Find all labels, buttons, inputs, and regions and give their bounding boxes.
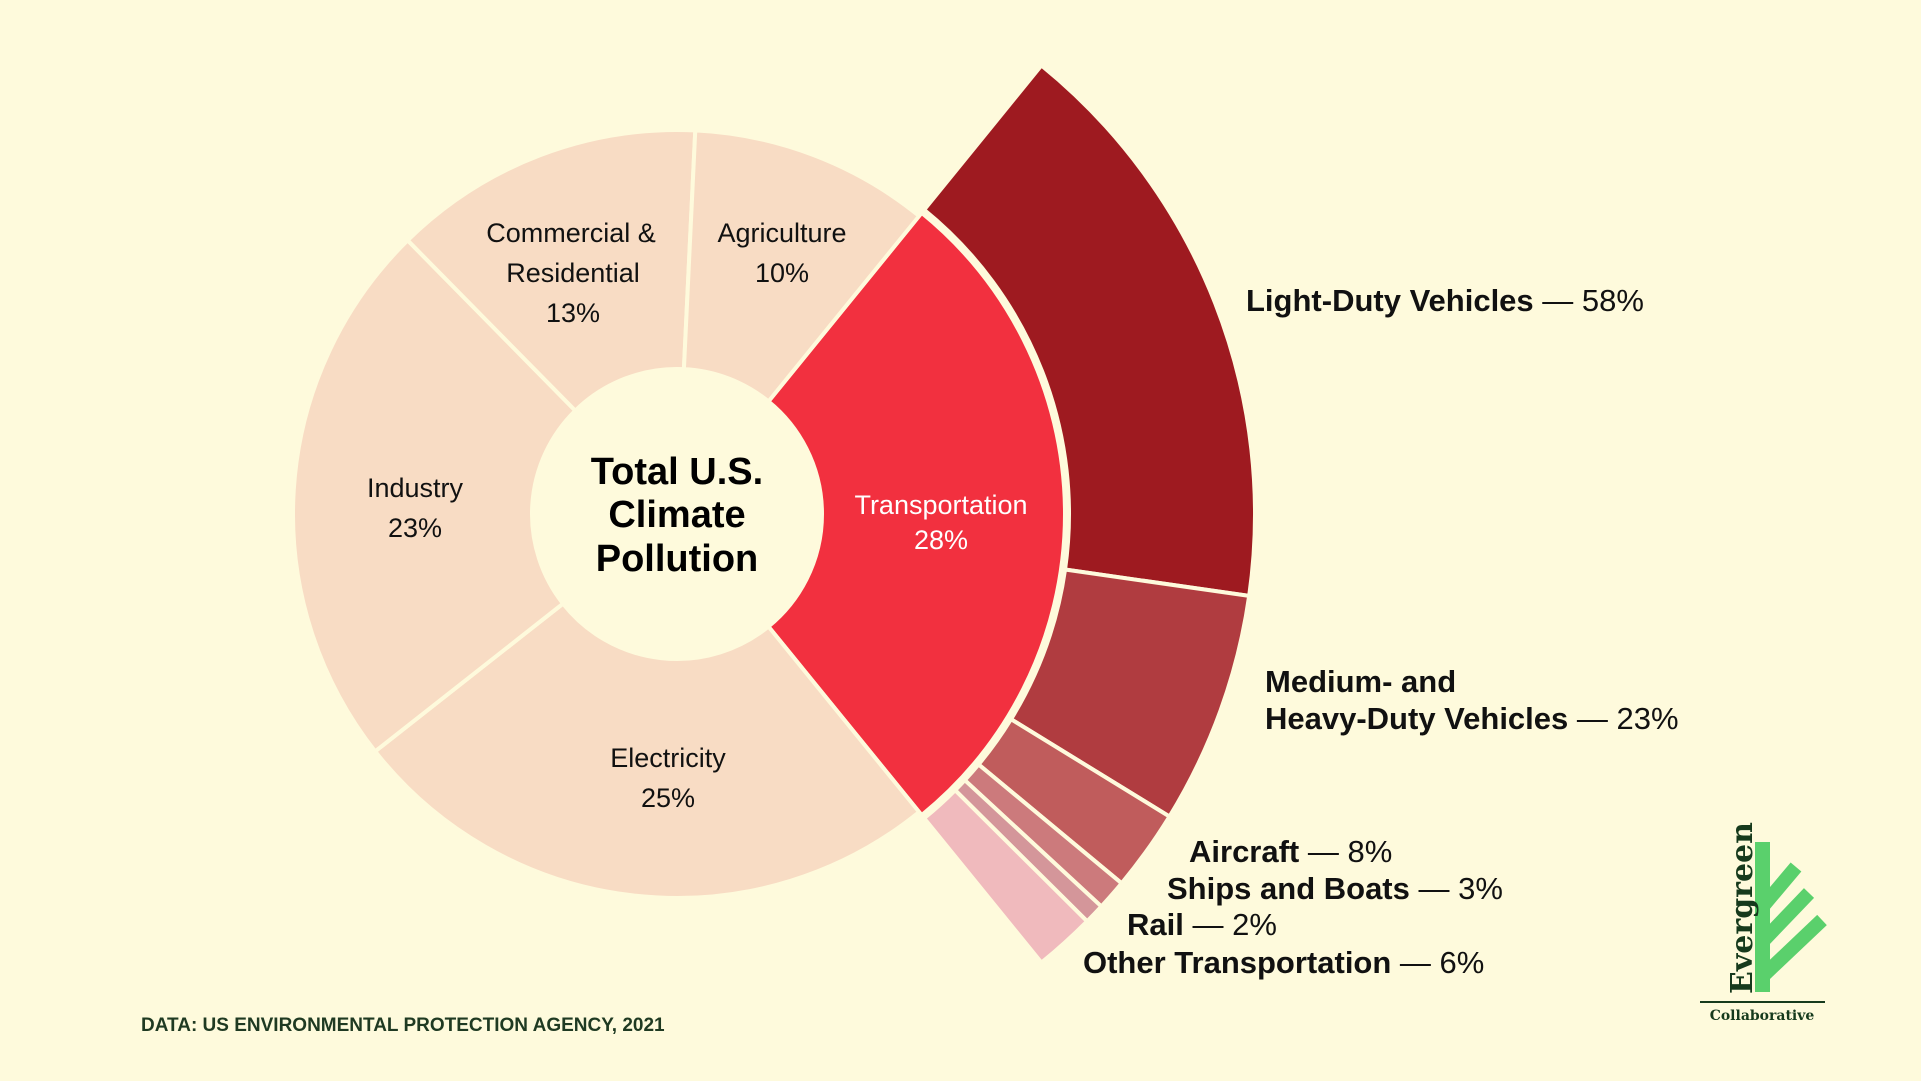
- ships-label: Ships and Boats — 3%: [1167, 871, 1503, 906]
- rail-name: Rail: [1127, 907, 1184, 942]
- agriculture-label: Agriculture: [717, 218, 846, 248]
- medium-heavy-label: Heavy-Duty Vehicles — 23%: [1265, 701, 1679, 736]
- breakdown-wedge-other-transportation: [921, 787, 1090, 966]
- commercial-label-1: Commercial &: [486, 218, 656, 248]
- sector-wedge-transportation: [765, 210, 1067, 818]
- other-transport-value: — 6%: [1391, 945, 1484, 980]
- industry-label: Industry: [367, 473, 464, 503]
- center-line-2: Climate: [608, 494, 745, 536]
- other-transport-label: Other Transportation — 6%: [1083, 945, 1484, 980]
- logo-trunk: [1755, 842, 1770, 992]
- light-duty-value: — 58%: [1534, 283, 1644, 318]
- light-duty-label: Light-Duty Vehicles — 58%: [1246, 283, 1644, 318]
- light-duty-name: Light-Duty Vehicles: [1246, 283, 1534, 318]
- transportation-label: Transportation: [854, 490, 1027, 520]
- industry-value: 23%: [388, 513, 442, 543]
- transportation-ring: [921, 62, 1257, 966]
- breakdown-labels: Light-Duty Vehicles — 58% Medium- and He…: [1083, 283, 1679, 980]
- other-transport-name: Other Transportation: [1083, 945, 1391, 980]
- center-line-1: Total U.S.: [591, 451, 763, 493]
- center-label: Total U.S. Climate Pollution: [591, 451, 763, 580]
- sector-ring: [291, 128, 1067, 900]
- center-line-3: Pollution: [596, 538, 759, 580]
- transportation-value: 28%: [914, 525, 968, 555]
- rail-value: — 2%: [1184, 907, 1277, 942]
- breakdown-wedge-light-duty-vehicles: [921, 62, 1257, 599]
- logo-tagline: Collaborative: [1710, 1008, 1815, 1024]
- logo-name: Evergreen: [1725, 822, 1760, 994]
- source-note: DATA: US ENVIRONMENTAL PROTECTION AGENCY…: [141, 1015, 665, 1036]
- rail-label: Rail — 2%: [1127, 907, 1277, 942]
- commercial-label-2: Residential: [506, 258, 640, 288]
- aircraft-label: Aircraft — 8%: [1189, 834, 1392, 869]
- ships-value: — 3%: [1410, 871, 1503, 906]
- evergreen-logo: Evergreen Collaborative: [1700, 822, 1827, 1024]
- aircraft-name: Aircraft: [1189, 834, 1299, 869]
- medium-heavy-name: Heavy-Duty Vehicles: [1265, 701, 1568, 736]
- agriculture-value: 10%: [755, 258, 809, 288]
- aircraft-value: — 8%: [1299, 834, 1392, 869]
- sector-wedge-agriculture: [681, 128, 922, 405]
- sector-wedge-commercial-: [404, 128, 698, 414]
- electricity-label: Electricity: [610, 743, 726, 773]
- logo-branches: [1758, 862, 1827, 981]
- sector-labels: Transportation 28% Electricity 25% Indus…: [367, 218, 1028, 813]
- medium-heavy-value: — 23%: [1568, 701, 1678, 736]
- electricity-value: 25%: [641, 783, 695, 813]
- medium-heavy-label-1: Medium- and: [1265, 664, 1456, 699]
- commercial-value: 13%: [546, 298, 600, 328]
- sector-wedge-electricity: [372, 600, 922, 900]
- ships-name: Ships and Boats: [1167, 871, 1410, 906]
- sector-wedge-industry: [291, 237, 579, 755]
